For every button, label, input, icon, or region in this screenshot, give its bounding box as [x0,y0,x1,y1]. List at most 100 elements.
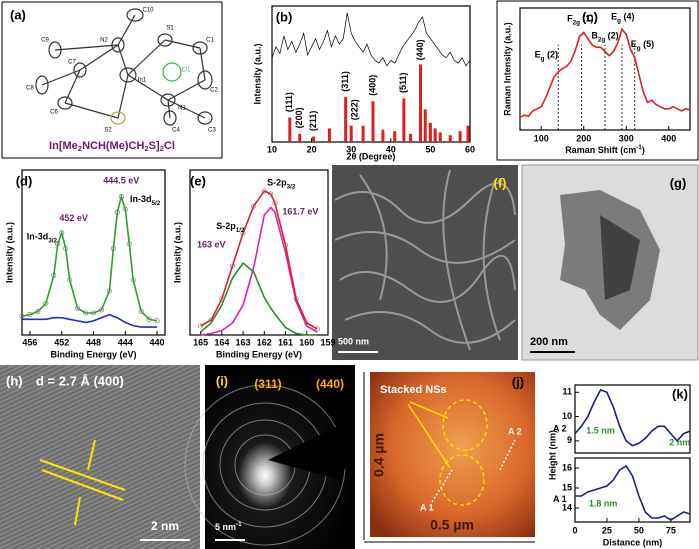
bar [466,125,470,142]
text-part: (2) [545,50,559,60]
plot-frame [189,169,329,336]
y-axis-label: Intensity (a.u.) [172,222,182,283]
data-point [154,318,160,324]
atom-label: C9 [41,38,49,44]
annotation: (211) [308,111,318,132]
panel-frame [1,1,223,159]
data-point [43,301,49,307]
x-tick-label: 25 [602,525,612,535]
x-tick-label: 163 [236,337,251,347]
data-point [208,317,214,323]
annotation: 161.7 eV [282,206,318,216]
x-tick-label: 20 [307,144,317,154]
panel-i: (i) (311) (440) 5 nm-1 [184,365,355,549]
annotation: In-3d5/2 [130,194,161,206]
text-part: 2 [144,144,148,153]
atom-label: C10 [142,8,154,14]
data-line [575,464,691,521]
bar [419,64,422,142]
bar [288,117,292,142]
data-point [63,246,69,252]
panel-label: (c) [582,9,598,24]
annotation: F2g (1) [567,14,593,26]
text-part: g [541,55,545,62]
note: Stacked NSs [380,384,447,396]
text-part: Raman Shift (cm [565,145,636,155]
text-part: 2g [573,19,581,26]
profile-label: A 1 [420,502,434,512]
atom-label: In1 [138,78,147,84]
fringe-marker [39,439,126,526]
flake [600,215,640,300]
x-tick-label: 159 [320,337,335,347]
pointer [407,401,451,469]
data-point [261,188,267,194]
data-point [130,277,136,283]
data-point [83,310,89,316]
annotation: 444.5 eV [103,175,139,185]
bar [428,122,432,142]
molecule [35,8,213,126]
profile-label: A 2 [508,426,522,436]
x-tick-label: 165 [193,337,208,347]
bar [438,132,442,142]
x-tick-label: 10 [267,144,277,154]
x-tick-label: 162 [257,337,272,347]
bar [381,129,385,142]
text-part: 2 [78,144,82,153]
text-part: (2) [605,31,619,41]
data-point [59,230,65,236]
x-tick-label: 444 [118,337,133,347]
panel-label: (d) [16,173,33,188]
text-part: 3/2 [287,183,296,190]
text-part: S-2p [267,178,287,188]
panel-j: (j) Stacked NSs 0.4 µm 0.5 µm A 1 A 2 [363,372,535,543]
text-part: E [631,40,637,50]
annotation: (311) [340,71,350,92]
annotation: 163 eV [197,239,226,249]
y-axis-label: Intensity (a.u.) [4,222,14,283]
data-point [90,310,97,316]
formula: In[Me2NCH(Me)CH2S]2Cl [49,140,175,153]
panel-label: (f) [494,175,507,190]
data-point [251,203,257,209]
afm-image [370,372,535,537]
bar [371,101,375,142]
panel-label: (i) [216,373,228,388]
bar [361,125,365,142]
plot-frame [574,384,691,454]
data-point [126,241,132,247]
text-part: In-3d [130,194,152,204]
data-line [21,193,158,322]
text-part: (1) [580,14,594,24]
data-line [22,313,158,328]
subplot-title: A 2 [553,424,567,434]
text-part: -1 [236,521,242,528]
text-part: g [617,17,621,24]
atom-label: S2 [104,128,112,134]
annotation: In-3d3/2 [27,232,58,244]
data-point [219,296,225,302]
annotation: Eg (2) [535,50,558,62]
data-point [114,209,120,215]
text-part: S-2p [216,221,236,231]
bar [409,133,413,142]
text-part: 2 [160,144,164,153]
text-part: 2g [598,36,606,43]
bar [312,136,316,142]
bar [298,133,302,142]
y-tick-label: 15 [562,482,572,492]
text-part: In-3d [27,232,49,242]
data-line [271,12,471,67]
annotation: (222) [350,99,360,120]
text-part: E [535,50,541,60]
data-point [19,313,25,319]
bar [423,109,427,142]
bar [448,135,452,142]
text-part: E [611,12,617,22]
x-tick-label: 40 [386,144,396,154]
y-tick-label: 14 [562,502,572,512]
atom-label: C3 [208,128,216,134]
annotation: 2 nm [669,438,690,448]
